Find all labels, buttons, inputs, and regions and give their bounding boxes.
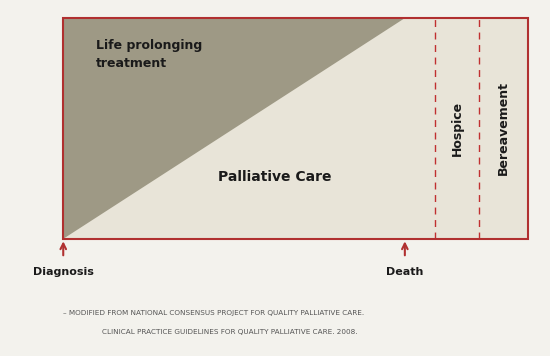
Text: Death: Death: [386, 267, 424, 277]
Text: Palliative Care: Palliative Care: [218, 170, 332, 184]
Text: Hospice: Hospice: [450, 101, 464, 156]
Text: Diagnosis: Diagnosis: [33, 267, 94, 277]
Bar: [63, 18, 528, 239]
Text: Life prolonging
treatment: Life prolonging treatment: [96, 39, 202, 70]
Polygon shape: [63, 18, 405, 239]
Polygon shape: [63, 18, 528, 239]
Text: CLINICAL PRACTICE GUIDELINES FOR QUALITY PALLIATIVE CARE. 2008.: CLINICAL PRACTICE GUIDELINES FOR QUALITY…: [102, 329, 358, 335]
Text: Bereavement: Bereavement: [497, 81, 510, 175]
Text: – MODIFIED FROM NATIONAL CONSENSUS PROJECT FOR QUALITY PALLIATIVE CARE.: – MODIFIED FROM NATIONAL CONSENSUS PROJE…: [63, 310, 364, 316]
